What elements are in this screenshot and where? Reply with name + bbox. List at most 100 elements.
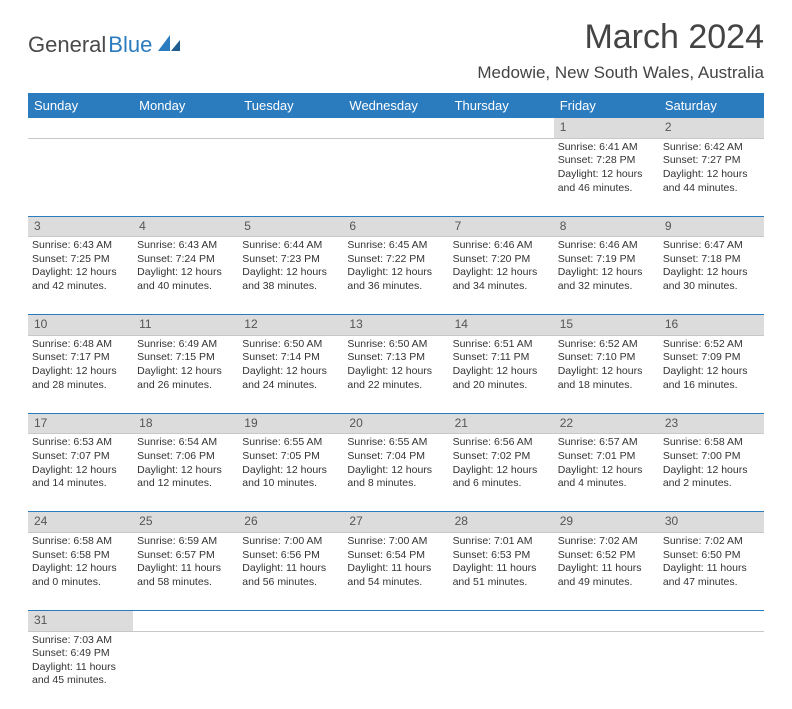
daylight-line: and 51 minutes.: [453, 576, 550, 590]
day-number: 18: [133, 413, 238, 434]
day-cell: [449, 631, 554, 709]
daylight-line: and 22 minutes.: [347, 379, 444, 393]
sunset-line: Sunset: 7:19 PM: [558, 253, 655, 267]
day-number: 31: [28, 610, 133, 631]
sunrise-line: Sunrise: 6:50 AM: [242, 338, 339, 352]
daylight-line: Daylight: 12 hours: [32, 365, 129, 379]
day-number: 24: [28, 512, 133, 533]
sunset-line: Sunset: 7:05 PM: [242, 450, 339, 464]
day-number: 26: [238, 512, 343, 533]
day-cell: Sunrise: 6:50 AMSunset: 7:14 PMDaylight:…: [238, 335, 343, 413]
content-row: Sunrise: 6:43 AMSunset: 7:25 PMDaylight:…: [28, 237, 764, 315]
logo-text-general: General: [28, 32, 106, 58]
daylight-line: Daylight: 12 hours: [32, 464, 129, 478]
daylight-line: Daylight: 12 hours: [347, 365, 444, 379]
daylight-line: Daylight: 12 hours: [663, 168, 760, 182]
day-cell: Sunrise: 6:47 AMSunset: 7:18 PMDaylight:…: [659, 237, 764, 315]
day-cell: Sunrise: 6:41 AMSunset: 7:28 PMDaylight:…: [554, 138, 659, 216]
day-cell: Sunrise: 6:58 AMSunset: 6:58 PMDaylight:…: [28, 532, 133, 610]
sunset-line: Sunset: 7:27 PM: [663, 154, 760, 168]
logo-text-blue: Blue: [108, 32, 152, 58]
content-row: Sunrise: 7:03 AMSunset: 6:49 PMDaylight:…: [28, 631, 764, 709]
day-number: 10: [28, 315, 133, 336]
daylight-line: and 8 minutes.: [347, 477, 444, 491]
day-number: 14: [449, 315, 554, 336]
sunset-line: Sunset: 7:09 PM: [663, 351, 760, 365]
sunrise-line: Sunrise: 6:51 AM: [453, 338, 550, 352]
day-number: 29: [554, 512, 659, 533]
day-cell: [554, 631, 659, 709]
day-header: Wednesday: [343, 93, 448, 118]
day-cell: Sunrise: 6:57 AMSunset: 7:01 PMDaylight:…: [554, 434, 659, 512]
day-number: [343, 610, 448, 631]
daynum-row: 17181920212223: [28, 413, 764, 434]
day-cell: [133, 631, 238, 709]
day-cell: Sunrise: 6:52 AMSunset: 7:09 PMDaylight:…: [659, 335, 764, 413]
day-number: [449, 118, 554, 138]
sunset-line: Sunset: 7:02 PM: [453, 450, 550, 464]
daylight-line: and 4 minutes.: [558, 477, 655, 491]
day-number: 23: [659, 413, 764, 434]
daylight-line: Daylight: 11 hours: [663, 562, 760, 576]
daylight-line: Daylight: 12 hours: [347, 464, 444, 478]
day-cell: Sunrise: 7:00 AMSunset: 6:54 PMDaylight:…: [343, 532, 448, 610]
sunset-line: Sunset: 7:13 PM: [347, 351, 444, 365]
day-cell: [343, 631, 448, 709]
daylight-line: and 24 minutes.: [242, 379, 339, 393]
day-cell: [449, 138, 554, 216]
logo: General Blue: [28, 32, 182, 58]
day-number: [238, 118, 343, 138]
daylight-line: and 54 minutes.: [347, 576, 444, 590]
sunset-line: Sunset: 6:50 PM: [663, 549, 760, 563]
month-title: March 2024: [477, 18, 764, 57]
day-header: Monday: [133, 93, 238, 118]
daylight-line: Daylight: 12 hours: [137, 365, 234, 379]
day-number: [449, 610, 554, 631]
daylight-line: Daylight: 12 hours: [663, 266, 760, 280]
day-cell: Sunrise: 6:52 AMSunset: 7:10 PMDaylight:…: [554, 335, 659, 413]
sunset-line: Sunset: 7:07 PM: [32, 450, 129, 464]
day-cell: [343, 138, 448, 216]
daynum-row: 12: [28, 118, 764, 138]
daylight-line: and 47 minutes.: [663, 576, 760, 590]
day-cell: [238, 138, 343, 216]
daylight-line: and 34 minutes.: [453, 280, 550, 294]
sunrise-line: Sunrise: 6:59 AM: [137, 535, 234, 549]
daylight-line: and 38 minutes.: [242, 280, 339, 294]
sunset-line: Sunset: 7:28 PM: [558, 154, 655, 168]
sunrise-line: Sunrise: 7:00 AM: [242, 535, 339, 549]
day-cell: Sunrise: 6:58 AMSunset: 7:00 PMDaylight:…: [659, 434, 764, 512]
sunset-line: Sunset: 6:57 PM: [137, 549, 234, 563]
day-cell: Sunrise: 6:55 AMSunset: 7:05 PMDaylight:…: [238, 434, 343, 512]
day-number: 9: [659, 216, 764, 237]
sunrise-line: Sunrise: 7:00 AM: [347, 535, 444, 549]
day-number: 21: [449, 413, 554, 434]
day-number: 2: [659, 118, 764, 138]
day-number: 19: [238, 413, 343, 434]
sunset-line: Sunset: 7:24 PM: [137, 253, 234, 267]
sunrise-line: Sunrise: 6:55 AM: [242, 436, 339, 450]
sunset-line: Sunset: 7:01 PM: [558, 450, 655, 464]
content-row: Sunrise: 6:53 AMSunset: 7:07 PMDaylight:…: [28, 434, 764, 512]
sunrise-line: Sunrise: 6:55 AM: [347, 436, 444, 450]
day-number: 5: [238, 216, 343, 237]
day-cell: Sunrise: 6:42 AMSunset: 7:27 PMDaylight:…: [659, 138, 764, 216]
daylight-line: Daylight: 12 hours: [32, 266, 129, 280]
daylight-line: and 45 minutes.: [32, 674, 129, 688]
day-number: 1: [554, 118, 659, 138]
daylight-line: and 42 minutes.: [32, 280, 129, 294]
sunset-line: Sunset: 7:06 PM: [137, 450, 234, 464]
sunrise-line: Sunrise: 6:41 AM: [558, 141, 655, 155]
sunset-line: Sunset: 7:17 PM: [32, 351, 129, 365]
day-cell: Sunrise: 7:03 AMSunset: 6:49 PMDaylight:…: [28, 631, 133, 709]
daylight-line: and 2 minutes.: [663, 477, 760, 491]
daylight-line: and 28 minutes.: [32, 379, 129, 393]
day-number: 22: [554, 413, 659, 434]
day-number: 20: [343, 413, 448, 434]
daylight-line: Daylight: 12 hours: [242, 464, 339, 478]
day-cell: Sunrise: 6:46 AMSunset: 7:20 PMDaylight:…: [449, 237, 554, 315]
daylight-line: Daylight: 12 hours: [663, 464, 760, 478]
daylight-line: and 20 minutes.: [453, 379, 550, 393]
daylight-line: and 10 minutes.: [242, 477, 339, 491]
day-number: [133, 118, 238, 138]
